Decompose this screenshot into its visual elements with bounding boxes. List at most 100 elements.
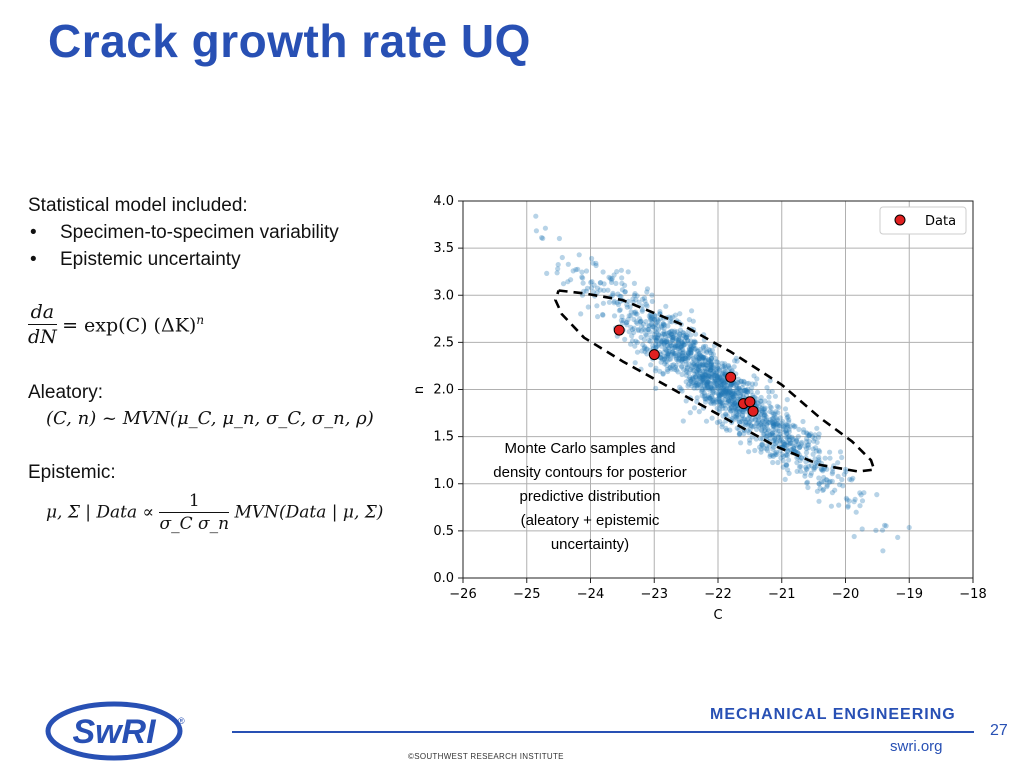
- mc-sample-point: [631, 280, 637, 286]
- mc-sample-point: [735, 412, 741, 418]
- mc-sample-point: [670, 341, 676, 347]
- mc-sample-point: [697, 367, 703, 374]
- mc-sample-point: [663, 339, 669, 345]
- mc-sample-point: [601, 287, 607, 293]
- mc-sample-point: [758, 412, 764, 418]
- mc-sample-point: [679, 352, 685, 359]
- mc-sample-point: [681, 330, 687, 336]
- mc-sample-point: [676, 337, 682, 343]
- mc-sample-point: [657, 368, 663, 374]
- mc-sample-point: [827, 449, 833, 455]
- mc-sample-point: [624, 319, 630, 325]
- mc-sample-point: [711, 397, 717, 403]
- mc-sample-point: [672, 350, 678, 356]
- mc-sample-point: [702, 392, 708, 398]
- mc-sample-point: [661, 329, 667, 335]
- mc-sample-point: [761, 431, 768, 437]
- mc-sample-point: [734, 386, 740, 392]
- mc-sample-point: [770, 420, 776, 426]
- mc-sample-point: [694, 385, 700, 391]
- footer-url[interactable]: swri.org: [890, 738, 943, 755]
- mc-sample-point: [688, 350, 694, 356]
- mc-sample-point: [664, 339, 670, 345]
- mc-sample-point: [717, 375, 723, 381]
- mc-sample-point: [715, 374, 721, 381]
- mc-sample-point: [697, 383, 703, 389]
- mc-sample-point: [712, 380, 718, 386]
- mc-sample-point: [759, 442, 765, 448]
- mc-sample-point: [760, 418, 766, 424]
- mc-sample-point: [661, 338, 667, 344]
- mc-sample-point: [683, 368, 689, 374]
- mc-sample-point: [749, 416, 755, 422]
- mc-sample-point: [736, 419, 742, 425]
- mc-sample-point: [648, 334, 654, 340]
- data-point: [747, 405, 759, 417]
- mc-sample-point: [776, 423, 783, 429]
- mc-sample-point: [658, 323, 665, 329]
- mc-sample-point: [539, 235, 545, 241]
- mc-sample-point: [652, 368, 658, 374]
- x-tick-label: −25: [513, 587, 540, 602]
- mc-sample-point: [793, 442, 799, 448]
- mc-sample-point: [816, 475, 822, 481]
- mc-sample-point: [554, 270, 560, 276]
- mc-sample-point: [662, 322, 668, 328]
- mc-sample-point: [544, 270, 550, 276]
- mc-sample-point: [707, 350, 713, 356]
- mc-sample-point: [720, 405, 726, 411]
- footer-department: MECHANICAL ENGINEERING: [710, 706, 956, 723]
- x-tick-label: −20: [832, 587, 859, 602]
- mc-sample-point: [690, 344, 696, 350]
- mc-sample-point: [709, 371, 715, 377]
- mc-sample-point: [700, 354, 706, 360]
- mc-sample-point: [666, 345, 672, 351]
- mc-sample-point: [594, 285, 601, 291]
- mc-sample-point: [741, 387, 747, 394]
- mc-sample-point: [683, 358, 689, 364]
- mc-sample-point: [640, 342, 646, 348]
- mc-sample-point: [720, 377, 726, 384]
- mc-sample-point: [697, 373, 703, 379]
- y-tick-label: 3.0: [433, 288, 454, 303]
- mc-sample-point: [669, 366, 675, 372]
- mc-sample-point: [773, 409, 779, 415]
- mc-sample-point: [653, 385, 659, 391]
- mc-sample-point: [786, 437, 792, 443]
- mc-sample-point: [763, 434, 769, 440]
- mc-sample-point: [680, 418, 686, 424]
- mc-sample-point: [764, 443, 770, 449]
- mc-sample-point: [646, 323, 652, 329]
- mc-sample-point: [730, 394, 736, 400]
- mc-sample-point: [714, 373, 720, 379]
- mc-sample-point: [705, 357, 712, 363]
- mc-sample-point: [711, 401, 717, 407]
- mc-sample-point: [759, 420, 765, 426]
- mc-sample-point: [711, 375, 717, 381]
- mc-sample-point: [735, 376, 741, 382]
- mc-sample-point: [680, 349, 687, 355]
- mc-sample-point: [684, 334, 690, 341]
- mc-sample-point: [705, 379, 711, 385]
- mc-sample-point: [797, 443, 803, 449]
- mc-sample-point: [738, 418, 744, 425]
- mc-sample-point: [782, 441, 788, 447]
- mc-sample-point: [724, 385, 730, 391]
- mc-sample-point: [772, 436, 778, 442]
- mc-sample-point: [733, 393, 739, 399]
- mc-sample-point: [771, 424, 777, 430]
- mc-sample-point: [662, 346, 668, 352]
- mc-sample-point: [700, 375, 706, 382]
- mc-sample-point: [687, 346, 693, 353]
- mc-sample-point: [752, 417, 758, 423]
- mc-sample-point: [693, 339, 699, 345]
- mc-sample-point: [785, 467, 791, 473]
- mc-sample-point: [726, 398, 732, 404]
- mc-sample-point: [780, 426, 786, 432]
- mc-sample-point: [706, 365, 712, 371]
- mc-sample-point: [696, 409, 702, 415]
- mc-sample-point: [739, 407, 745, 414]
- mc-sample-point: [741, 431, 747, 437]
- mc-sample-point: [630, 296, 636, 302]
- mc-sample-point: [733, 416, 739, 422]
